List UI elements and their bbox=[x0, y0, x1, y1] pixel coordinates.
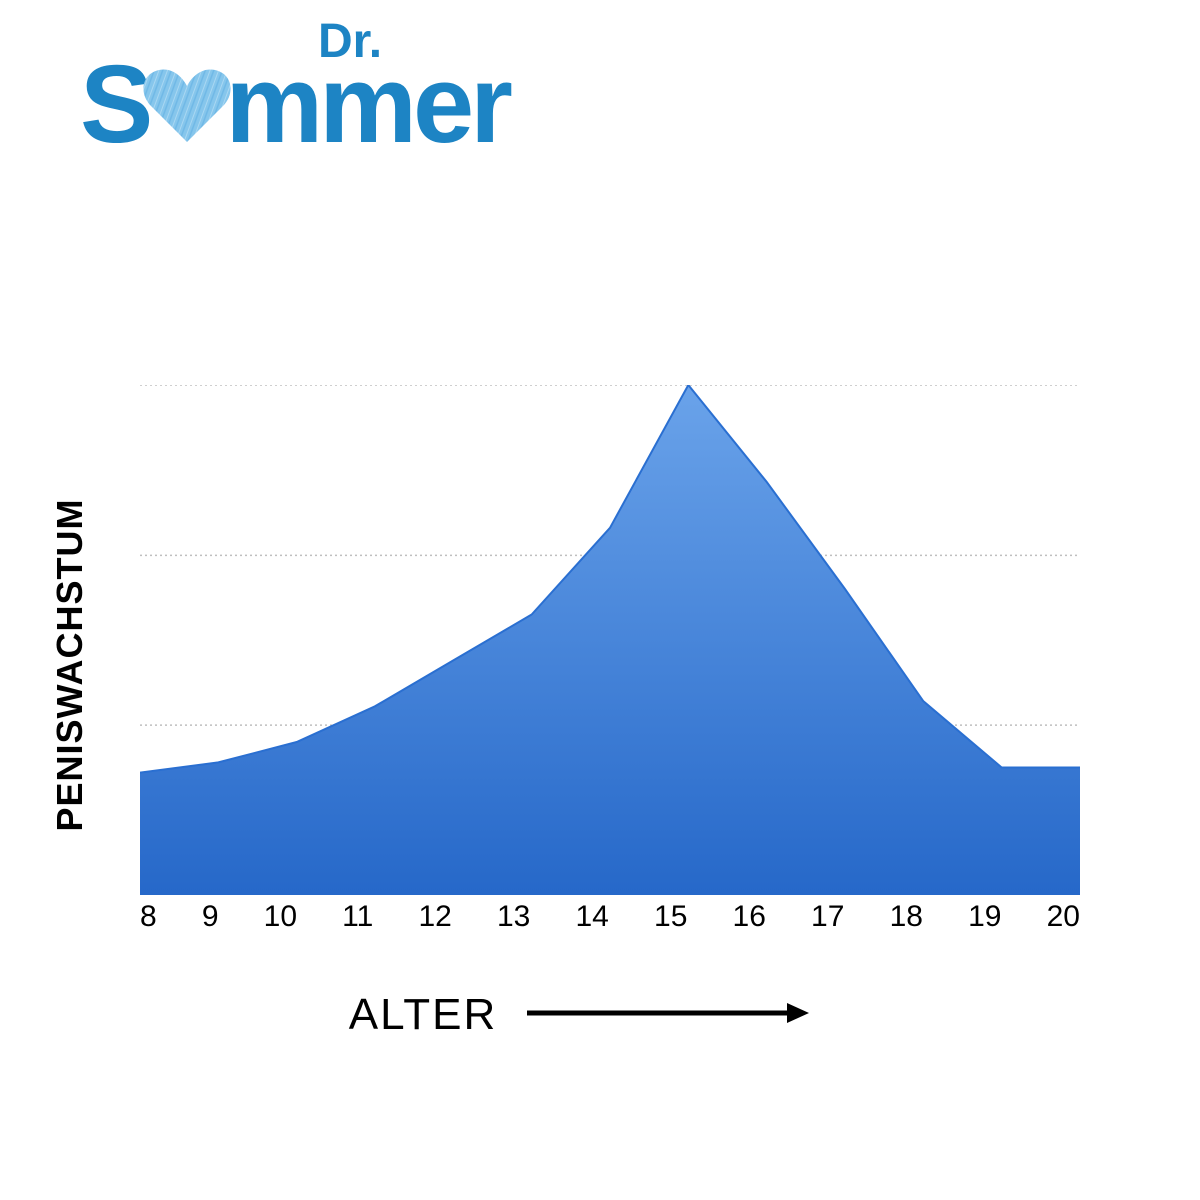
x-tick: 10 bbox=[264, 900, 297, 945]
x-axis-label: ALTER bbox=[349, 990, 498, 1040]
x-tick: 8 bbox=[140, 900, 157, 945]
x-tick: 9 bbox=[202, 900, 219, 945]
x-axis-label-row: ALTER bbox=[80, 990, 1080, 1040]
x-tick: 18 bbox=[890, 900, 923, 945]
x-tick: 20 bbox=[1047, 900, 1080, 945]
x-tick: 16 bbox=[733, 900, 766, 945]
brand-logo: Dr. S mmer bbox=[80, 50, 509, 160]
logo-main: S mmer bbox=[80, 50, 509, 160]
x-tick: 12 bbox=[418, 900, 451, 945]
growth-chart: PENISWACHSTUM 891011121314151617181920 bbox=[80, 385, 1080, 945]
x-tick: 14 bbox=[576, 900, 609, 945]
arrow-right-icon bbox=[527, 1001, 811, 1030]
x-tick: 15 bbox=[654, 900, 687, 945]
x-tick: 11 bbox=[342, 900, 373, 945]
x-axis-ticks: 89 10 11 12 13 14 15 16 17 18 19 20 bbox=[140, 900, 1080, 945]
x-tick: 13 bbox=[497, 900, 530, 945]
logo-dr-text: Dr. bbox=[318, 18, 382, 66]
x-tick: 19 bbox=[968, 900, 1001, 945]
logo-letter-s: S bbox=[80, 50, 149, 160]
x-tick: 17 bbox=[811, 900, 844, 945]
plot-area bbox=[140, 385, 1080, 895]
heart-icon bbox=[143, 54, 231, 164]
y-axis-label: PENISWACHSTUM bbox=[49, 498, 91, 831]
